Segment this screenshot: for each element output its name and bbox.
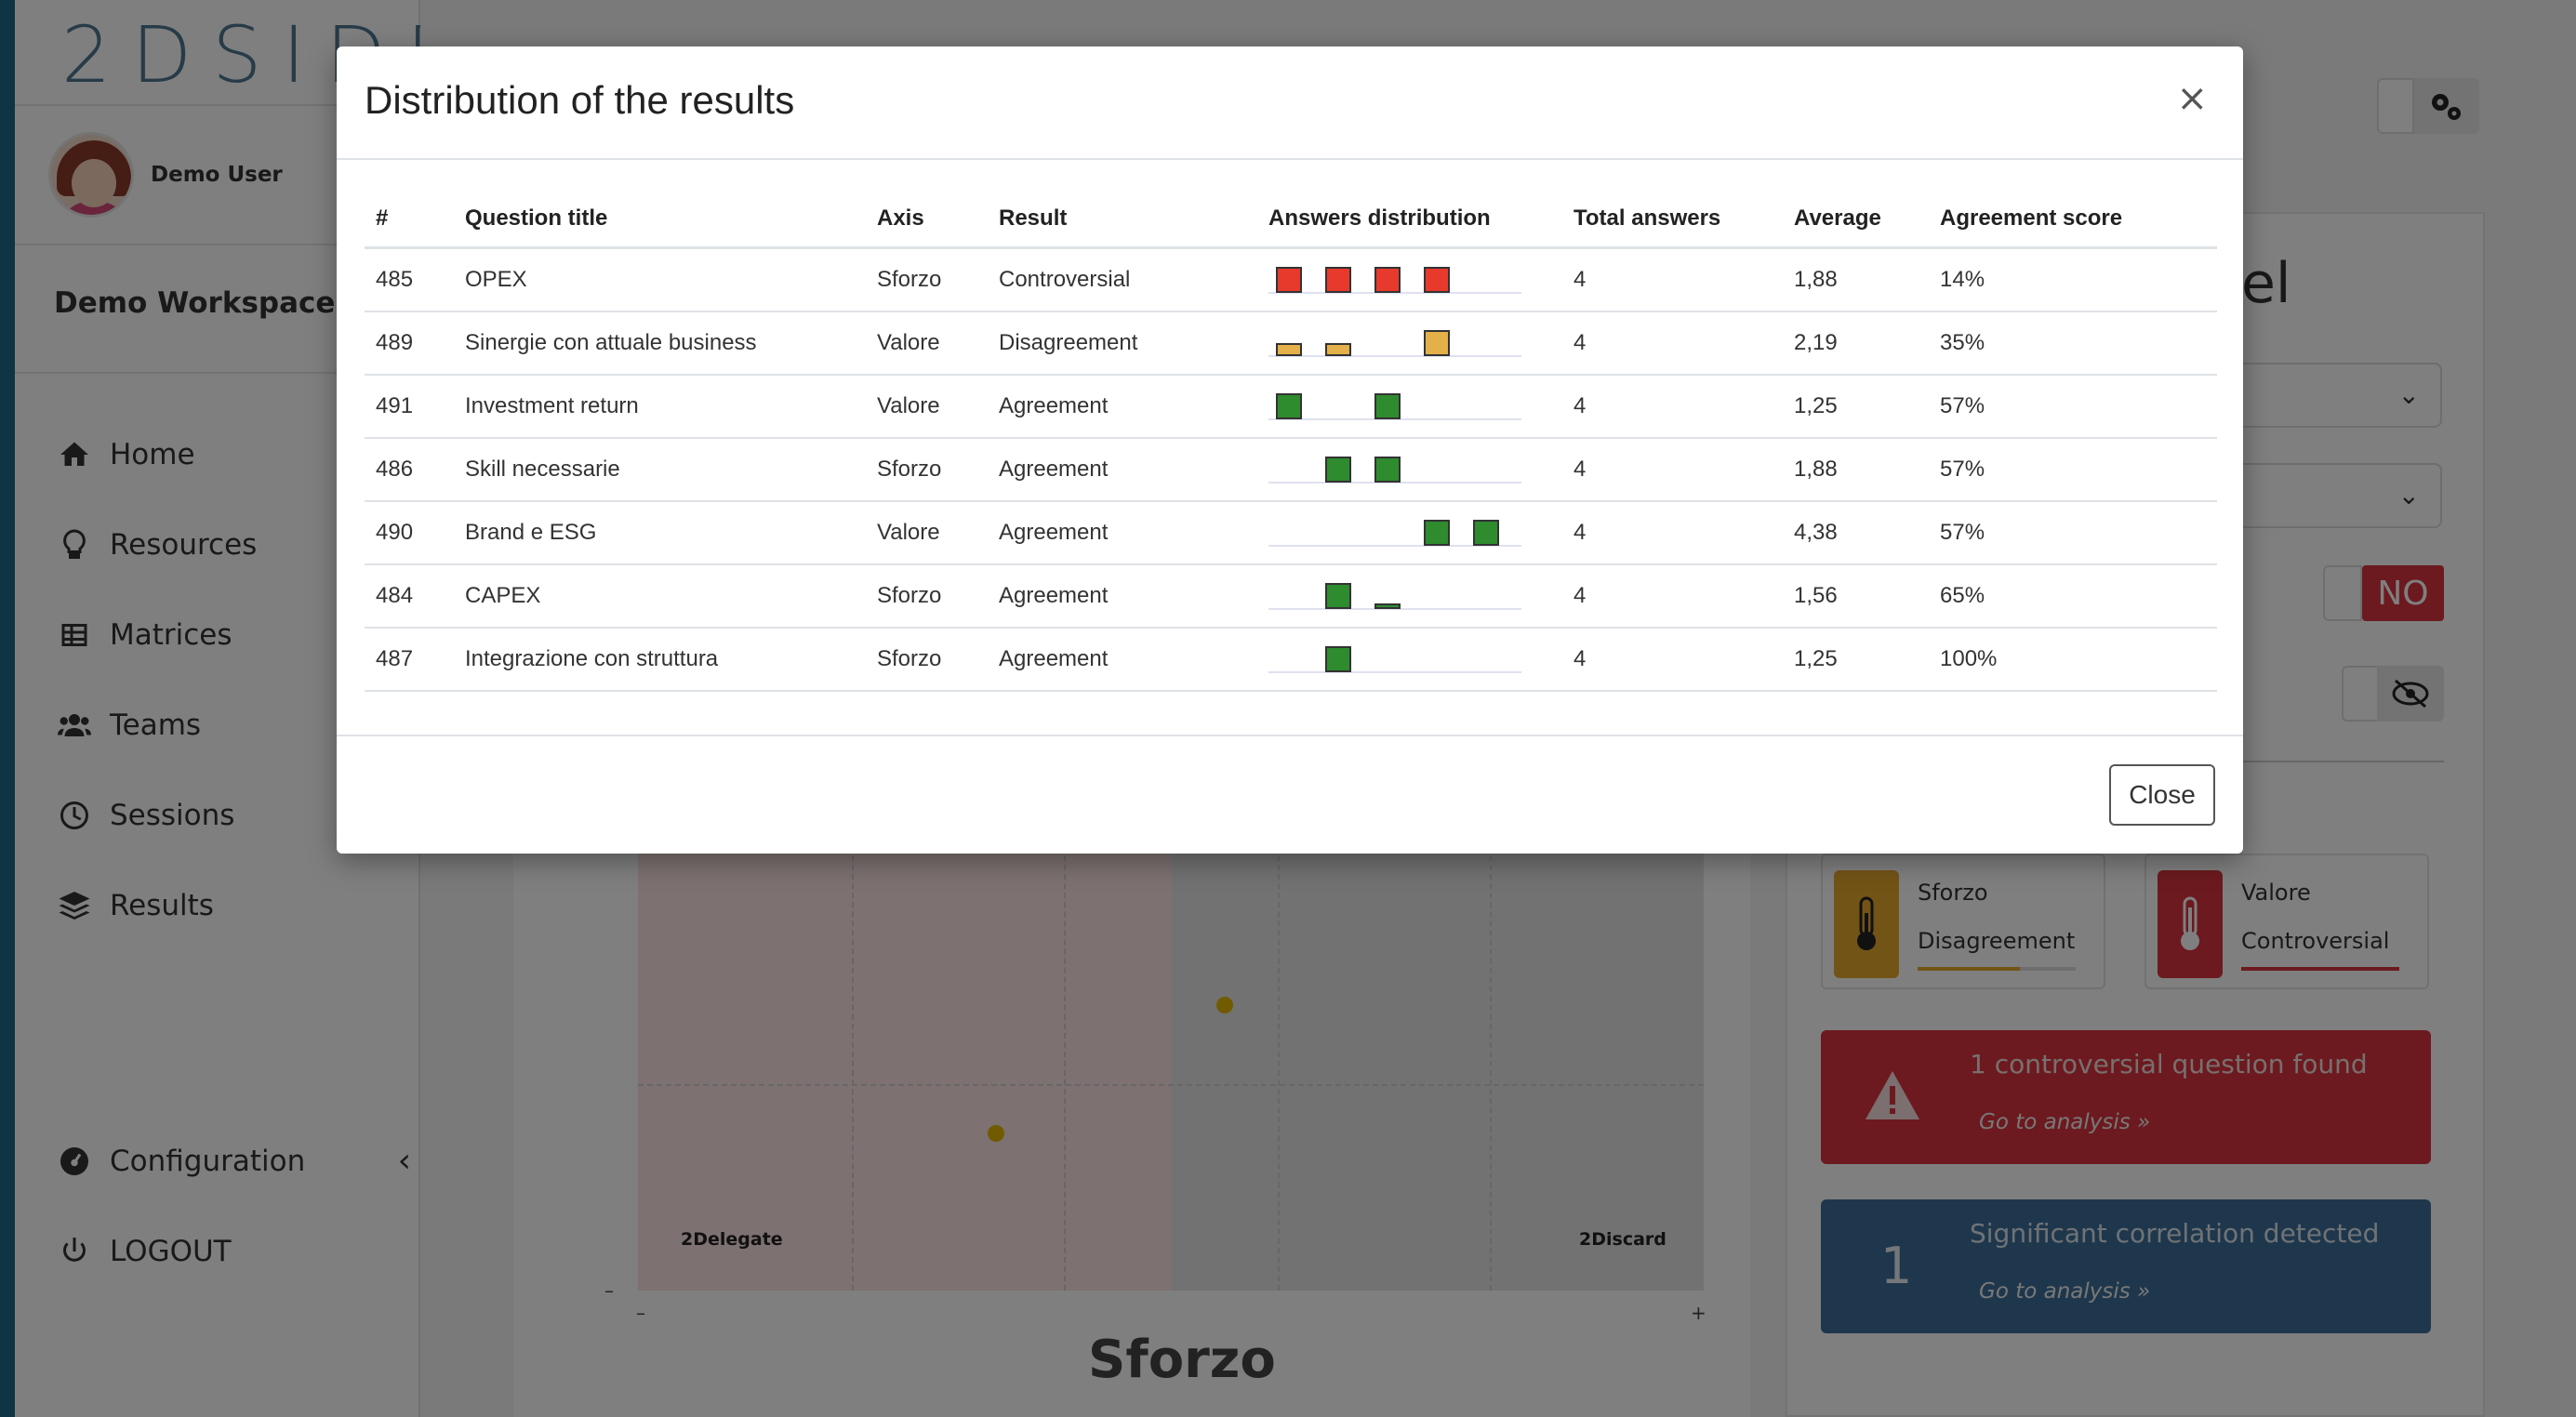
distribution-bar xyxy=(1325,645,1351,672)
close-button[interactable]: Close xyxy=(2109,764,2215,826)
distribution-bar xyxy=(1374,392,1401,419)
col-axis: Axis xyxy=(866,192,988,249)
distribution-chart xyxy=(1268,312,1521,374)
distribution-bar xyxy=(1424,266,1450,293)
table-row: 486 Skill necessarie Sforzo Agreement 4 … xyxy=(365,437,2217,502)
table-row: 491 Investment return Valore Agreement 4… xyxy=(365,374,2217,439)
distribution-bar xyxy=(1276,342,1302,356)
table-row: 489 Sinergie con attuale business Valore… xyxy=(365,311,2217,376)
col-result: Result xyxy=(988,192,1257,249)
col-distribution: Answers distribution xyxy=(1257,192,1562,249)
distribution-bar xyxy=(1325,456,1351,483)
col-average: Average xyxy=(1783,192,1929,249)
modal-footer: Close xyxy=(337,735,2243,854)
table-row: 485 OPEX Sforzo Controversial 4 1,88 14% xyxy=(365,247,2217,312)
distribution-bar xyxy=(1325,582,1351,609)
modal-title: Distribution of the results xyxy=(365,78,795,122)
distribution-chart xyxy=(1268,565,1521,627)
modal-body: # Question title Axis Result Answers dis… xyxy=(365,160,2217,735)
col-id: # xyxy=(365,192,454,249)
distribution-chart xyxy=(1268,629,1521,690)
table-row: 487 Integrazione con struttura Sforzo Ag… xyxy=(365,627,2217,692)
results-table: # Question title Axis Result Answers dis… xyxy=(365,192,2217,692)
col-agreement: Agreement score xyxy=(1929,192,2217,249)
distribution-bar xyxy=(1325,266,1351,293)
table-row: 490 Brand e ESG Valore Agreement 4 4,38 … xyxy=(365,500,2217,565)
distribution-chart xyxy=(1268,376,1521,437)
distribution-bar xyxy=(1424,329,1450,356)
table-row: 484 CAPEX Sforzo Agreement 4 1,56 65% xyxy=(365,563,2217,629)
distribution-bar xyxy=(1473,519,1499,546)
close-icon[interactable]: × xyxy=(2176,77,2208,120)
distribution-bar xyxy=(1424,519,1450,546)
distribution-bar xyxy=(1374,266,1401,293)
distribution-chart xyxy=(1268,249,1521,311)
distribution-bar xyxy=(1276,392,1302,419)
table-header: # Question title Axis Result Answers dis… xyxy=(365,192,2217,249)
distribution-chart xyxy=(1268,502,1521,563)
col-question-title: Question title xyxy=(454,192,866,249)
modal-header: Distribution of the results × xyxy=(337,46,2243,160)
col-total: Total answers xyxy=(1562,192,1783,249)
distribution-bar xyxy=(1276,266,1302,293)
distribution-bar xyxy=(1374,603,1401,609)
distribution-bar xyxy=(1325,342,1351,356)
table-body: 485 OPEX Sforzo Controversial 4 1,88 14%… xyxy=(365,247,2217,692)
distribution-chart xyxy=(1268,439,1521,500)
results-distribution-modal: Distribution of the results × # Question… xyxy=(337,46,2243,854)
distribution-bar xyxy=(1374,456,1401,483)
